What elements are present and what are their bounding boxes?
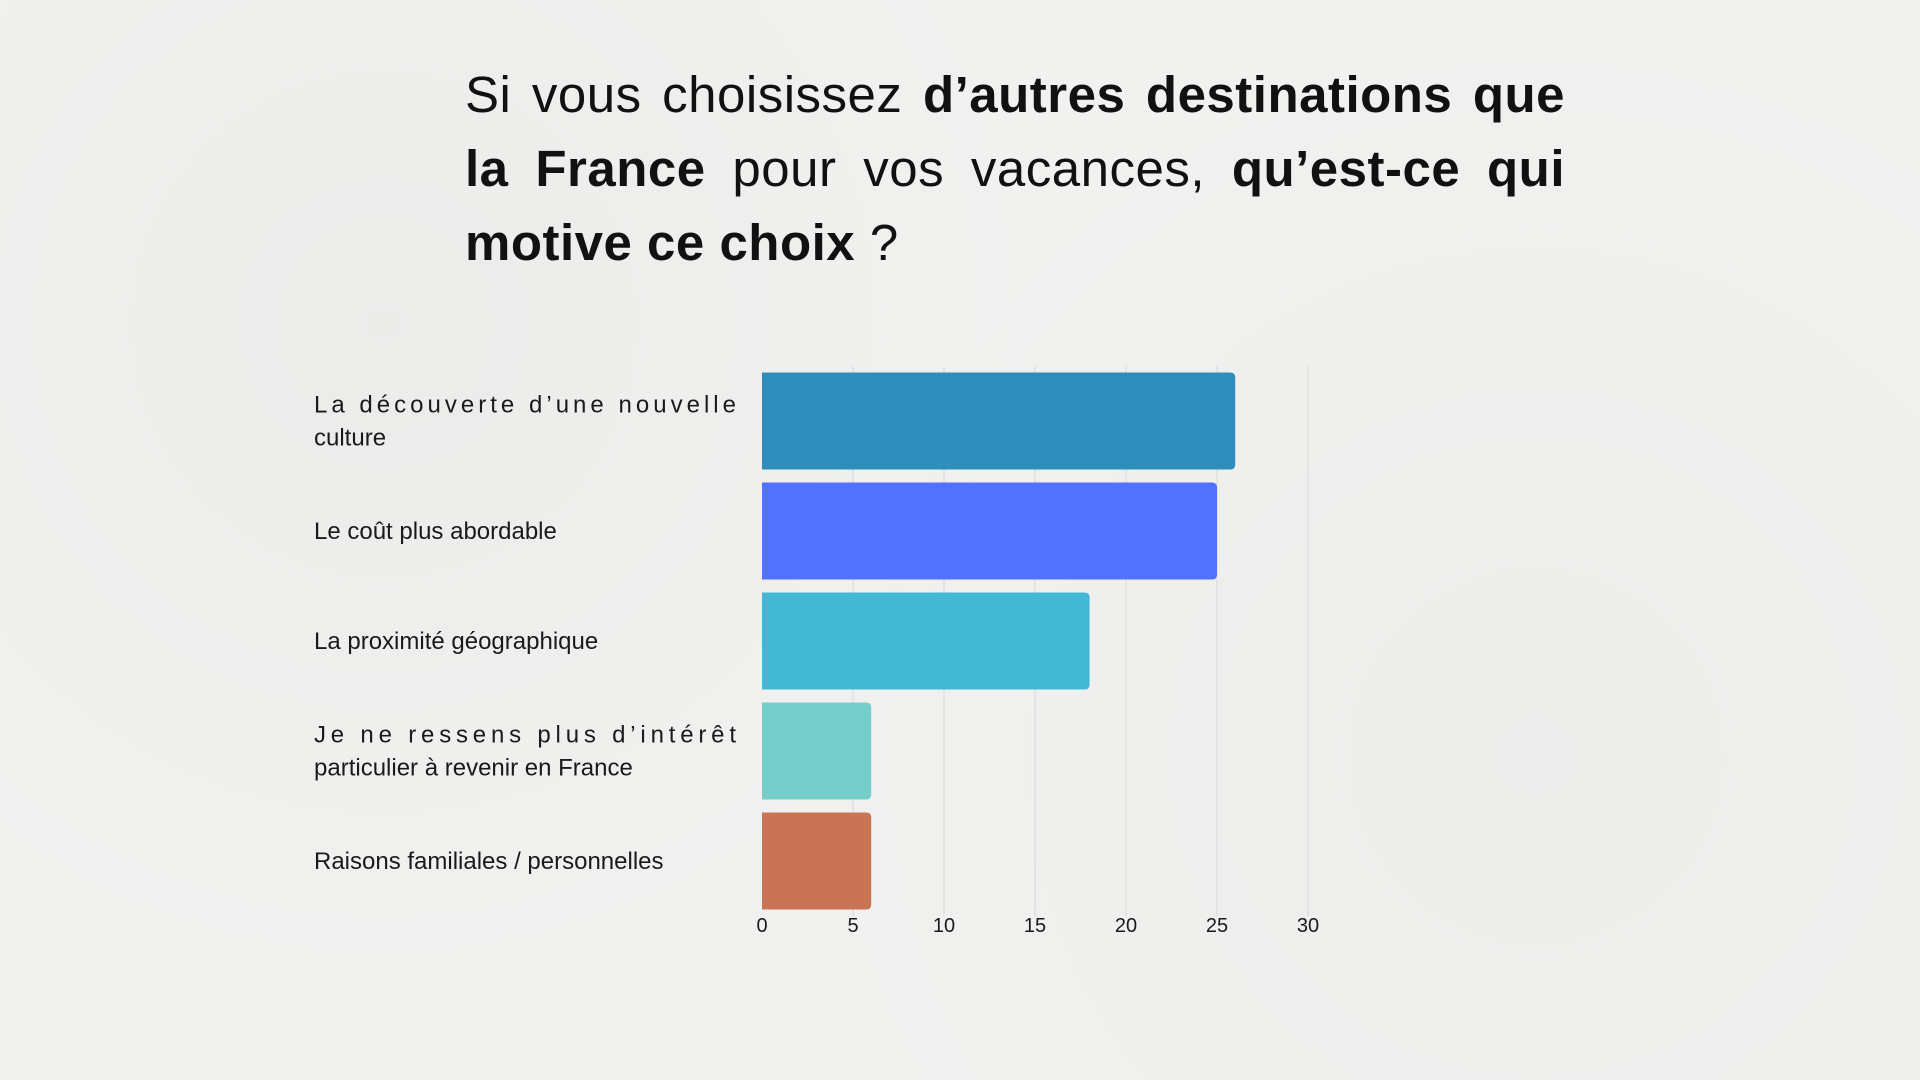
category-label-line: La proximité géographique	[314, 628, 598, 655]
category-label-line: Je ne ressens plus d’intérêt	[314, 722, 736, 749]
x-tick-label: 25	[1206, 915, 1228, 937]
x-tick-label: 5	[847, 915, 858, 937]
category-label: Raisons familiales / personnelles	[314, 848, 664, 875]
bar	[762, 702, 872, 800]
title-segment: Si vous choisissez	[465, 66, 923, 123]
x-tick-label: 30	[1297, 915, 1319, 937]
bar	[762, 372, 1236, 470]
chart-title: Si vous choisissez d’autres destinations…	[465, 58, 1565, 280]
bar	[762, 812, 872, 910]
x-tick-label: 20	[1115, 915, 1137, 937]
title-segment: d’autres destinations que la France	[465, 66, 1565, 197]
title-segment: qu’est-ce qui motive ce choix	[465, 140, 1565, 271]
bar	[762, 482, 1217, 580]
category-label-line: particulier à revenir en France	[314, 755, 633, 782]
title-segment: ?	[855, 214, 899, 271]
category-label: Le coût plus abordable	[314, 518, 557, 545]
category-label-line: Raisons familiales / personnelles	[314, 848, 664, 875]
x-tick-label: 10	[933, 915, 955, 937]
category-label: La proximité géographique	[314, 628, 598, 655]
x-tick-label: 0	[756, 915, 767, 937]
x-tick-label: 15	[1024, 915, 1046, 937]
bar	[762, 592, 1090, 690]
category-label: Je ne ressens plus d’intérêt particulier …	[314, 722, 736, 782]
title-segment: pour vos vacances,	[705, 140, 1232, 197]
category-label-line: Le coût plus abordable	[314, 518, 557, 545]
category-label-line: La découverte d’une nouvelle	[314, 392, 736, 419]
category-label-line: culture	[314, 425, 386, 452]
category-label: La découverte d’une nouvelle culture	[314, 392, 736, 452]
